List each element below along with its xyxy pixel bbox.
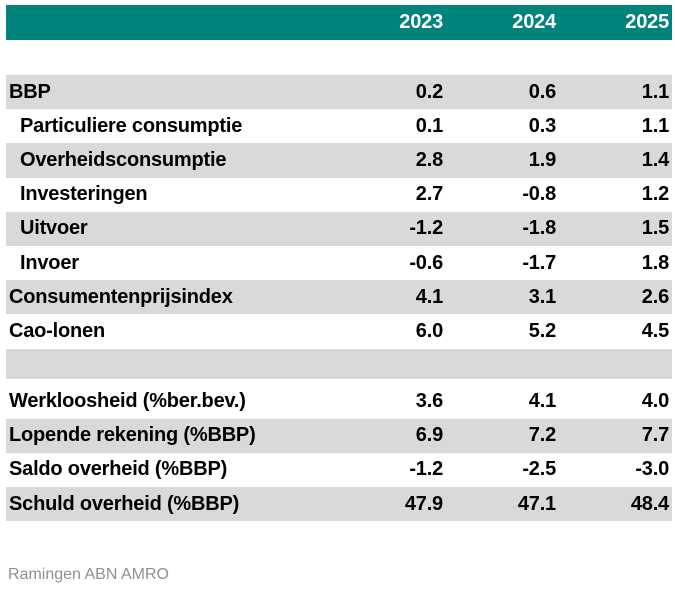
row-value: 47.1 <box>517 492 556 515</box>
row-label: Investeringen <box>20 183 148 206</box>
row-value: 1.1 <box>641 80 669 103</box>
row-label: Uitvoer <box>20 217 88 240</box>
spacer-row <box>6 348 672 379</box>
row-label: Cao-lonen <box>9 319 105 342</box>
row-value: 0.6 <box>528 80 556 103</box>
row-value: 6.9 <box>415 424 443 447</box>
row-value: -3.0 <box>635 458 669 481</box>
row-value: 0.1 <box>415 114 443 137</box>
table-row: BBP 0.2 0.6 1.1 <box>6 75 672 110</box>
row-value: 4.1 <box>528 390 556 413</box>
row-value: -0.6 <box>409 251 443 274</box>
row-value: 4.0 <box>641 390 669 413</box>
row-value: 48.4 <box>630 492 669 515</box>
row-value: 2.7 <box>415 183 443 206</box>
table-row: Invoer -0.6 -1.7 1.8 <box>6 246 672 280</box>
table-row: Schuld overheid (%BBP) 47.9 47.1 48.4 <box>6 487 672 522</box>
row-value: 47.9 <box>404 492 443 515</box>
row-value: 1.1 <box>641 114 669 137</box>
row-label: Schuld overheid (%BBP) <box>9 492 240 515</box>
row-value: 1.5 <box>641 217 669 240</box>
row-value: -1.7 <box>522 251 556 274</box>
row-value: 1.9 <box>528 148 556 171</box>
column-header-2025: 2025 <box>625 11 669 33</box>
table-row: Uitvoer -1.2 -1.8 1.5 <box>6 211 672 246</box>
row-value: 2.6 <box>641 285 669 308</box>
row-value: 3.1 <box>528 285 556 308</box>
row-label: Werkloosheid (%ber.bev.) <box>9 390 246 413</box>
table-row: Overheidsconsumptie 2.8 1.9 1.4 <box>6 143 672 178</box>
row-value: -0.8 <box>522 183 556 206</box>
source-note: Ramingen ABN AMRO <box>8 566 169 583</box>
row-label: Invoer <box>20 251 79 274</box>
row-label: Particuliere consumptie <box>20 114 243 137</box>
row-value: 4.1 <box>415 285 443 308</box>
table-body: BBP 0.2 0.6 1.1 Particuliere consumptie 0.1 0.… <box>6 75 672 522</box>
table-row: Cao-lonen 6.0 5.2 4.5 <box>6 314 672 348</box>
row-value: 7.2 <box>528 424 556 447</box>
row-value: -1.8 <box>522 217 556 240</box>
table-row: Investeringen 2.7 -0.8 1.2 <box>6 178 672 212</box>
row-value: 2.8 <box>415 148 443 171</box>
table-row: Particuliere consumptie 0.1 0.3 1.1 <box>6 109 672 143</box>
row-value: 0.3 <box>528 114 556 137</box>
column-header-2023: 2023 <box>399 11 443 33</box>
table-row: Saldo overheid (%BBP) -1.2 -2.5 -3.0 <box>6 453 672 487</box>
row-value: 1.8 <box>641 251 669 274</box>
table-row: Werkloosheid (%ber.bev.) 3.6 4.1 4.0 <box>6 385 672 419</box>
row-value: 3.6 <box>415 390 443 413</box>
row-label: Overheidsconsumptie <box>20 148 227 171</box>
row-value: 1.2 <box>641 183 669 206</box>
row-value: 5.2 <box>528 319 556 342</box>
table-header-row: 2023 2024 2025 <box>6 5 672 40</box>
row-label: Lopende rekening (%BBP) <box>9 424 256 447</box>
row-value: 6.0 <box>415 319 443 342</box>
forecast-table: 2023 2024 2025 BBP 0.2 0.6 1.1 Particuliere … <box>6 5 672 522</box>
row-value: 4.5 <box>641 319 669 342</box>
column-header-2024: 2024 <box>512 11 556 33</box>
row-value: 1.4 <box>641 148 669 171</box>
row-label: Saldo overheid (%BBP) <box>9 458 228 481</box>
table-row: Consumentenprijsindex 4.1 3.1 2.6 <box>6 280 672 315</box>
row-label: Consumentenprijsindex <box>9 285 233 308</box>
row-value: -2.5 <box>522 458 556 481</box>
row-value: 7.7 <box>641 424 669 447</box>
row-value: -1.2 <box>409 217 443 240</box>
row-value: -1.2 <box>409 458 443 481</box>
table-row: Lopende rekening (%BBP) 6.9 7.2 7.7 <box>6 418 672 453</box>
row-label: BBP <box>9 80 51 103</box>
row-value: 0.2 <box>415 80 443 103</box>
